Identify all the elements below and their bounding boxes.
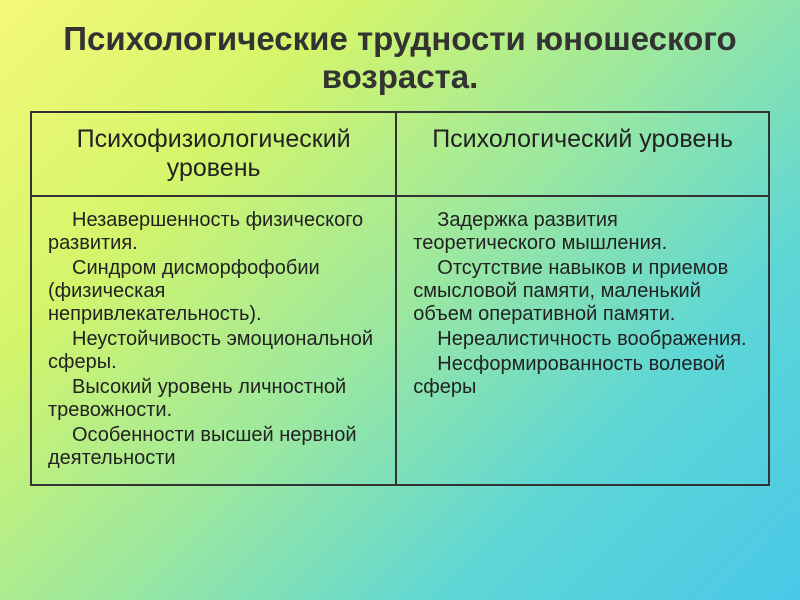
right-item: Нереалистичность воображения. bbox=[413, 328, 752, 351]
header-right: Психологический уровень bbox=[396, 112, 769, 196]
header-left: Психофизиологический уровень bbox=[31, 112, 396, 196]
left-item: Неустойчивость эмоциональной сферы. bbox=[48, 328, 379, 374]
cell-right: Задержка развития теоретического мышлени… bbox=[396, 196, 769, 485]
cell-left: Незавершенность физического развития. Си… bbox=[31, 196, 396, 485]
right-item: Отсутствие навыков и приемов смысловой п… bbox=[413, 257, 752, 326]
left-item: Незавершенность физического развития. bbox=[48, 209, 379, 255]
right-item: Задержка развития теоретического мышлени… bbox=[413, 209, 752, 255]
left-item: Синдром дисморфофобии (физическая неприв… bbox=[48, 257, 379, 326]
left-item: Высокий уровень личностной тревожности. bbox=[48, 376, 379, 422]
left-item: Особенности высшей нервной деятельности bbox=[48, 424, 379, 470]
comparison-table: Психофизиологический уровень Психологиче… bbox=[30, 111, 770, 486]
slide-title: Психологические трудности юношеского воз… bbox=[30, 20, 770, 96]
right-item: Несформированность волевой сферы bbox=[413, 353, 752, 399]
